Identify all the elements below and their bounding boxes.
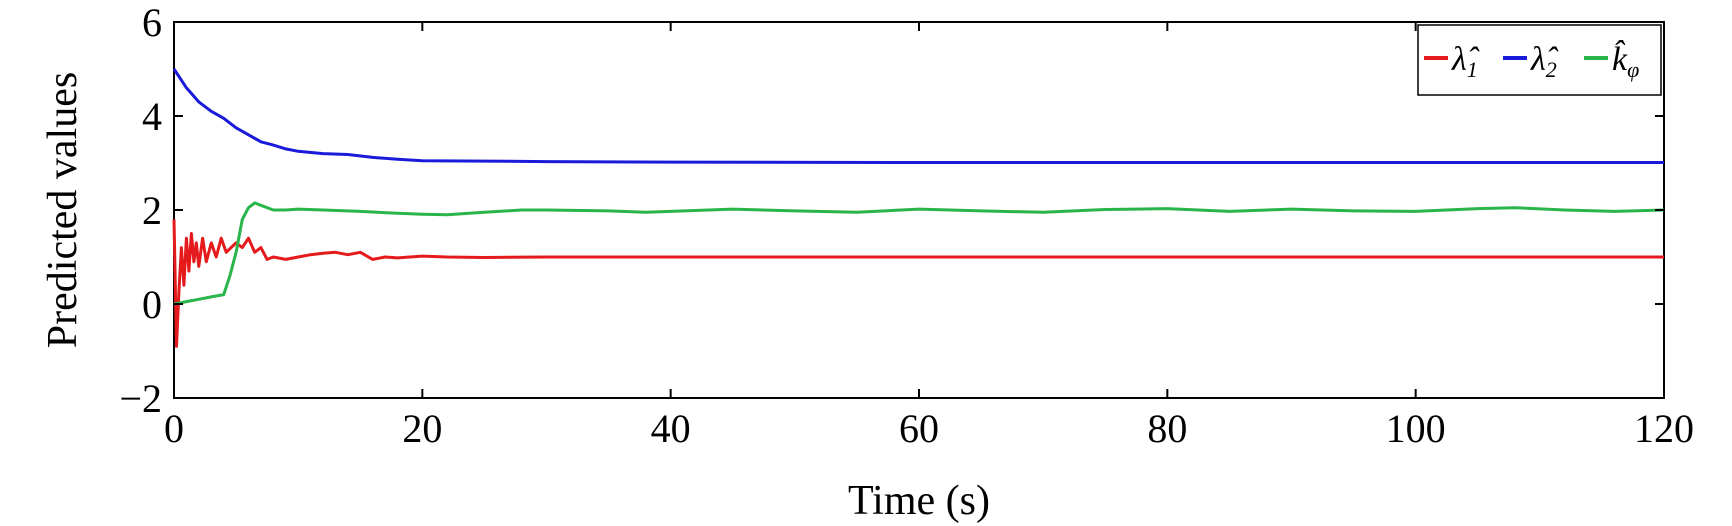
x-tick-label: 80: [1147, 406, 1187, 451]
series-line-1: [172, 219, 1664, 348]
series-layer: [172, 68, 1665, 348]
y-tick-label: 6: [142, 0, 162, 45]
y-tick-label: −2: [119, 376, 162, 421]
legend-label-subscript: 2: [1546, 57, 1557, 82]
x-tick-label: 40: [651, 406, 691, 451]
y-axis-label: Predicted values: [40, 72, 86, 348]
legend-label: λ̂2: [1530, 41, 1559, 82]
series-line-3: [173, 201, 1665, 306]
x-tick-label: 0: [164, 406, 184, 451]
legend-label-subscript: 1: [1467, 57, 1478, 82]
x-tick-label: 60: [899, 406, 939, 451]
y-tick-label: 0: [142, 282, 162, 327]
legend-label-subscript: φ: [1627, 57, 1639, 82]
series-line-2: [172, 68, 1664, 164]
legend: λ̂1 λ̂2 k̂φ: [1417, 24, 1662, 96]
legend-box: [1417, 24, 1662, 96]
x-tick-label: 120: [1634, 406, 1694, 451]
x-tick-label: 100: [1386, 406, 1446, 451]
y-tick-label: 4: [142, 94, 162, 139]
legend-label: k̂φ: [1612, 39, 1639, 82]
x-axis-label: Time (s): [848, 478, 990, 524]
x-tick-label: 20: [402, 406, 442, 451]
legend-label-base: k̂: [1612, 39, 1628, 78]
y-tick-label: 2: [142, 188, 162, 233]
